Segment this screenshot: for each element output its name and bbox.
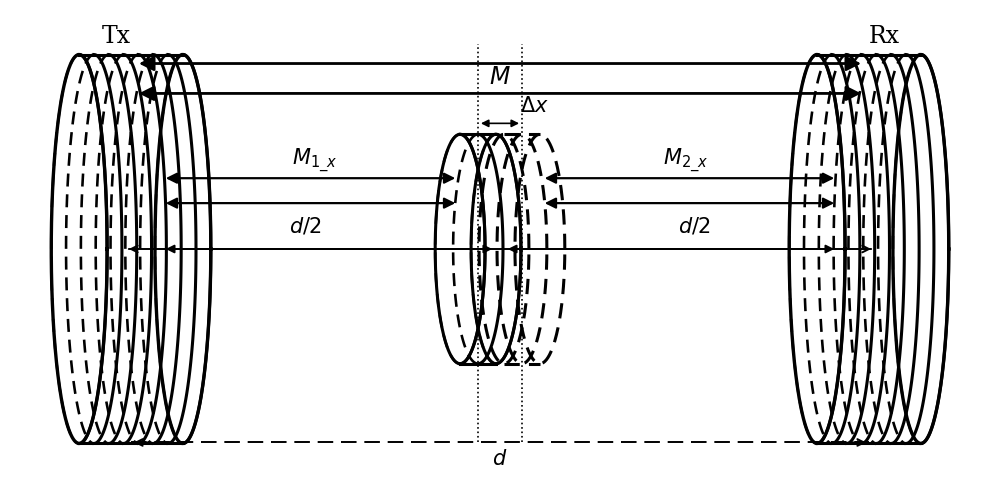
- Text: Tx: Tx: [102, 25, 131, 48]
- Text: $M_{1\_x}$: $M_{1\_x}$: [292, 146, 337, 174]
- Text: $M_{2\_x}$: $M_{2\_x}$: [663, 146, 708, 174]
- Text: $d/2$: $d/2$: [678, 216, 711, 237]
- Text: $d/2$: $d/2$: [289, 216, 322, 237]
- Text: $d$: $d$: [492, 449, 508, 470]
- Text: Rx: Rx: [868, 25, 899, 48]
- Text: $\Delta x$: $\Delta x$: [520, 97, 549, 117]
- Text: $M$: $M$: [489, 66, 511, 89]
